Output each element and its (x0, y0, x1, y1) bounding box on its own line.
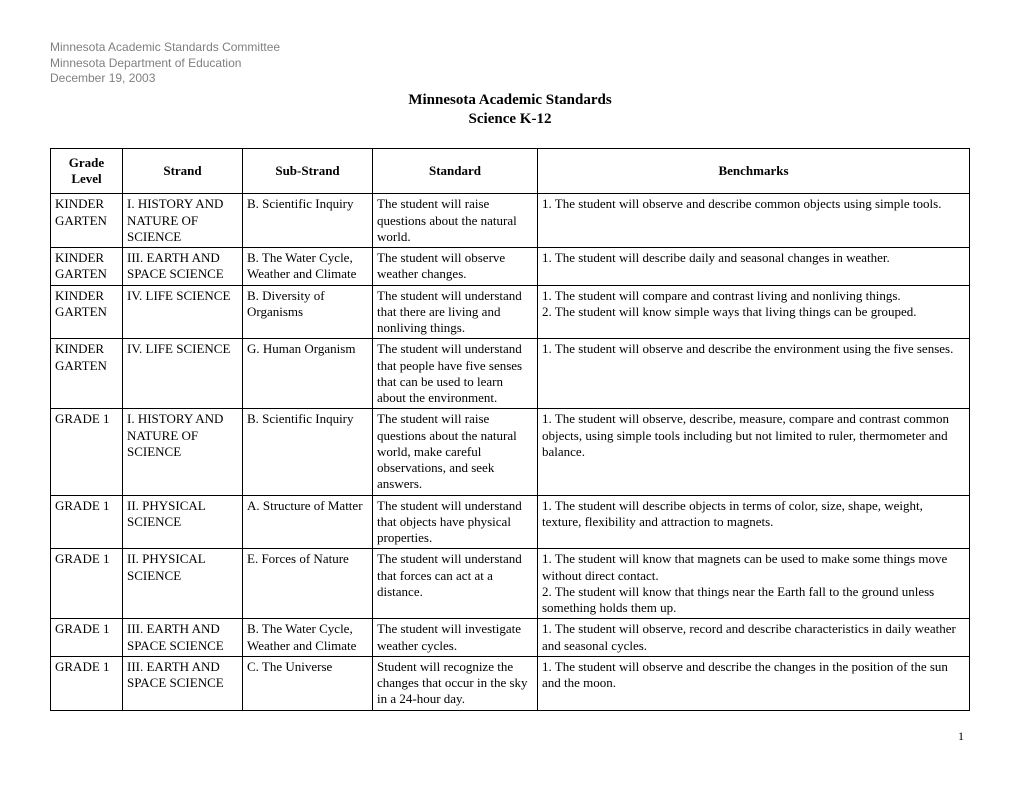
cell-strand: II. PHYSICAL SCIENCE (123, 549, 243, 619)
cell-grade: GRADE 1 (51, 409, 123, 495)
cell-strand: III. EARTH AND SPACE SCIENCE (123, 619, 243, 657)
cell-substrand: C. The Universe (243, 656, 373, 710)
table-row: GRADE 1III. EARTH AND SPACE SCIENCEC. Th… (51, 656, 970, 710)
cell-grade: KINDER GARTEN (51, 248, 123, 286)
cell-benchmarks: 1. The student will describe objects in … (538, 495, 970, 549)
col-header-grade: Grade Level (51, 148, 123, 194)
cell-standard: The student will understand that objects… (373, 495, 538, 549)
cell-substrand: A. Structure of Matter (243, 495, 373, 549)
cell-grade: KINDER GARTEN (51, 285, 123, 339)
cell-substrand: E. Forces of Nature (243, 549, 373, 619)
cell-benchmarks: 1. The student will observe and describe… (538, 194, 970, 248)
header-line-1: Minnesota Academic Standards Committee (50, 40, 970, 56)
col-header-substrand: Sub-Strand (243, 148, 373, 194)
col-header-strand: Strand (123, 148, 243, 194)
title-line-2: Science K-12 (50, 110, 970, 130)
table-body: KINDER GARTENI. HISTORY AND NATURE OF SC… (51, 194, 970, 710)
cell-strand: II. PHYSICAL SCIENCE (123, 495, 243, 549)
cell-substrand: B. Scientific Inquiry (243, 194, 373, 248)
cell-standard: The student will understand that people … (373, 339, 538, 409)
col-header-standard: Standard (373, 148, 538, 194)
cell-grade: GRADE 1 (51, 656, 123, 710)
cell-grade: GRADE 1 (51, 495, 123, 549)
cell-grade: GRADE 1 (51, 619, 123, 657)
cell-benchmarks: 1. The student will observe and describe… (538, 339, 970, 409)
doc-header: Minnesota Academic Standards Committee M… (50, 40, 970, 87)
cell-standard: The student will raise questions about t… (373, 409, 538, 495)
cell-standard: The student will investigate weather cyc… (373, 619, 538, 657)
table-row: GRADE 1I. HISTORY AND NATURE OF SCIENCEB… (51, 409, 970, 495)
cell-substrand: B. The Water Cycle, Weather and Climate (243, 619, 373, 657)
cell-strand: III. EARTH AND SPACE SCIENCE (123, 248, 243, 286)
cell-benchmarks: 1. The student will observe, record and … (538, 619, 970, 657)
cell-benchmarks: 1. The student will describe daily and s… (538, 248, 970, 286)
cell-standard: The student will understand that there a… (373, 285, 538, 339)
cell-strand: IV. LIFE SCIENCE (123, 285, 243, 339)
table-row: GRADE 1II. PHYSICAL SCIENCEA. Structure … (51, 495, 970, 549)
table-row: GRADE 1II. PHYSICAL SCIENCEE. Forces of … (51, 549, 970, 619)
cell-substrand: B. Diversity of Organisms (243, 285, 373, 339)
cell-grade: GRADE 1 (51, 549, 123, 619)
cell-strand: III. EARTH AND SPACE SCIENCE (123, 656, 243, 710)
table-row: KINDER GARTENIV. LIFE SCIENCEG. Human Or… (51, 339, 970, 409)
table-row: KINDER GARTENI. HISTORY AND NATURE OF SC… (51, 194, 970, 248)
cell-substrand: B. Scientific Inquiry (243, 409, 373, 495)
cell-benchmarks: 1. The student will observe, describe, m… (538, 409, 970, 495)
cell-benchmarks: 1. The student will know that magnets ca… (538, 549, 970, 619)
table-row: KINDER GARTENIII. EARTH AND SPACE SCIENC… (51, 248, 970, 286)
cell-substrand: B. The Water Cycle, Weather and Climate (243, 248, 373, 286)
cell-standard: The student will observe weather changes… (373, 248, 538, 286)
cell-benchmarks: 1. The student will compare and contrast… (538, 285, 970, 339)
cell-grade: KINDER GARTEN (51, 339, 123, 409)
table-row: KINDER GARTENIV. LIFE SCIENCEB. Diversit… (51, 285, 970, 339)
cell-standard: The student will raise questions about t… (373, 194, 538, 248)
col-header-benchmarks: Benchmarks (538, 148, 970, 194)
header-line-3: December 19, 2003 (50, 71, 970, 87)
page-number: 1 (50, 729, 970, 744)
table-header-row: Grade Level Strand Sub-Strand Standard B… (51, 148, 970, 194)
standards-table: Grade Level Strand Sub-Strand Standard B… (50, 148, 970, 711)
doc-title: Minnesota Academic Standards Science K-1… (50, 91, 970, 130)
header-line-2: Minnesota Department of Education (50, 56, 970, 72)
cell-strand: I. HISTORY AND NATURE OF SCIENCE (123, 194, 243, 248)
cell-strand: IV. LIFE SCIENCE (123, 339, 243, 409)
title-line-1: Minnesota Academic Standards (50, 91, 970, 111)
table-row: GRADE 1III. EARTH AND SPACE SCIENCEB. Th… (51, 619, 970, 657)
cell-standard: Student will recognize the changes that … (373, 656, 538, 710)
cell-strand: I. HISTORY AND NATURE OF SCIENCE (123, 409, 243, 495)
cell-grade: KINDER GARTEN (51, 194, 123, 248)
cell-standard: The student will understand that forces … (373, 549, 538, 619)
cell-substrand: G. Human Organism (243, 339, 373, 409)
cell-benchmarks: 1. The student will observe and describe… (538, 656, 970, 710)
